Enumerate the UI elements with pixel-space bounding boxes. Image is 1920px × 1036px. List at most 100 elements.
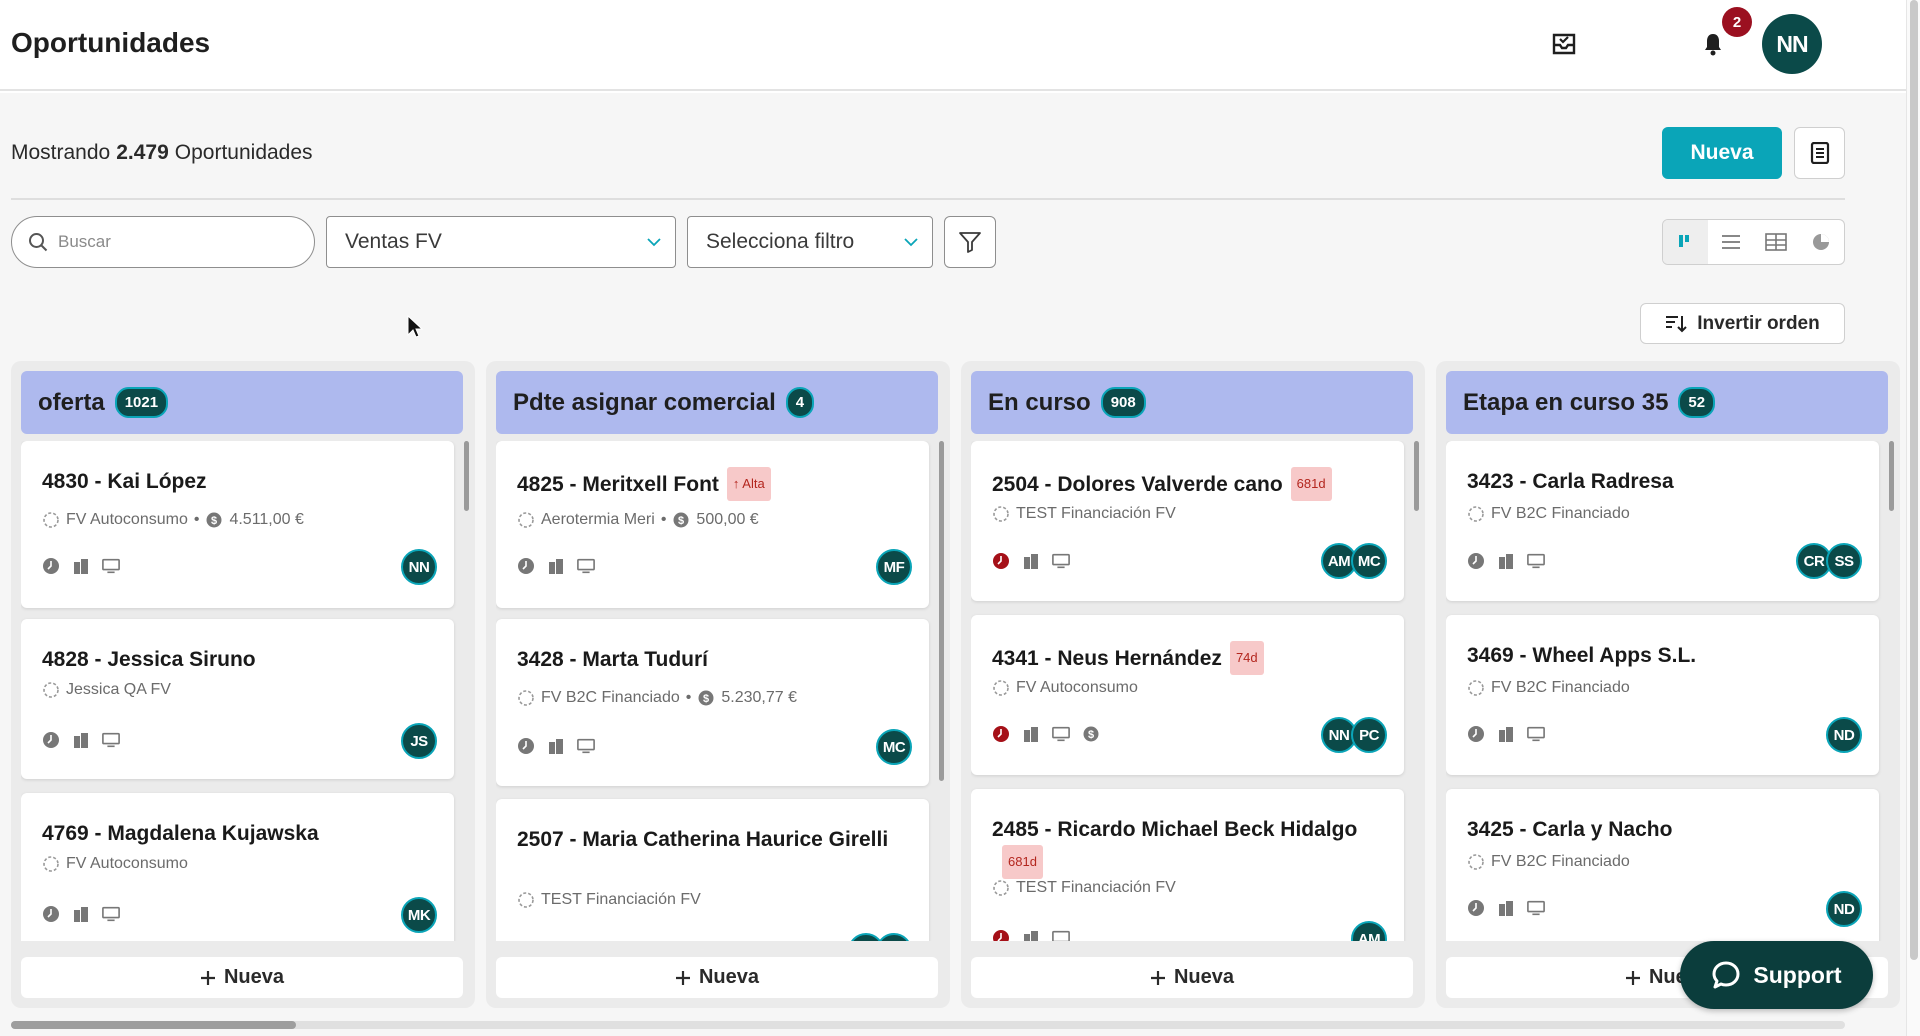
dashed-circle-icon: [518, 690, 534, 706]
clock-icon: [43, 732, 59, 748]
plus-icon: [200, 970, 215, 985]
invert-order-button[interactable]: Invertir orden: [1640, 303, 1845, 344]
column-scrollbar[interactable]: [1889, 441, 1894, 511]
column-etapa-en-curso-35: Etapa en curso 35 52 3423 - Carla Radres…: [1436, 361, 1900, 1008]
search-box[interactable]: [11, 216, 315, 268]
export-list-button[interactable]: [1794, 127, 1845, 179]
clock-icon: [518, 558, 534, 574]
opportunity-card[interactable]: 4769 - Magdalena Kujawska FV Autoconsumo…: [21, 793, 454, 941]
opportunity-card[interactable]: 3428 - Marta Tudurí FV B2C Financiado • …: [496, 619, 929, 786]
opportunity-card[interactable]: 3469 - Wheel Apps S.L. FV B2C Financiado…: [1446, 615, 1879, 775]
column-count-badge: 1021: [114, 387, 169, 418]
column-new-button[interactable]: Nueva: [971, 957, 1413, 998]
column-scrollbar[interactable]: [464, 441, 469, 511]
column-oferta: oferta 1021 4830 - Kai López FV Autocons…: [11, 361, 475, 1008]
assignee-avatar[interactable]: PC: [1351, 717, 1387, 753]
clock-icon: [1468, 900, 1484, 916]
assignee-avatar[interactable]: AM: [1351, 921, 1387, 941]
opportunity-card[interactable]: 3425 - Carla y Nacho FV B2C Financiado N…: [1446, 789, 1879, 941]
column-pdte-asignar-comercial: Pdte asignar comercial 4 4825 - Meritxel…: [486, 361, 950, 1008]
opportunity-card[interactable]: 4828 - Jessica Siruno Jessica QA FV JS: [21, 619, 454, 779]
column-scrollbar[interactable]: [939, 441, 944, 781]
card-title: 3428 - Marta Tudurí: [517, 648, 708, 671]
card-product: FV B2C Financiado: [1491, 505, 1630, 522]
age-tag: 681d: [1290, 467, 1332, 501]
clock-icon: [518, 738, 534, 754]
svg-text:$: $: [211, 515, 217, 527]
kanban-view-button[interactable]: [1663, 220, 1709, 264]
assignee-avatar[interactable]: MF: [876, 549, 912, 585]
assignee-avatar[interactable]: [876, 933, 912, 941]
filter-button[interactable]: [944, 216, 996, 268]
card-subtitle: FV Autoconsumo • $ 4.511,00 €: [42, 511, 304, 529]
assignee-avatar[interactable]: CR: [1796, 543, 1832, 579]
card-product: FV Autoconsumo: [66, 511, 188, 528]
opportunity-card[interactable]: 2485 - Ricardo Michael Beck Hidalgo 681d …: [971, 789, 1404, 941]
assignee-avatar[interactable]: NN: [401, 549, 437, 585]
building-icon: [1499, 901, 1513, 916]
monitor-icon: [102, 732, 120, 748]
coin-icon: $: [698, 690, 714, 706]
card-product: FV Autoconsumo: [1016, 679, 1138, 696]
pipeline-select[interactable]: Ventas FV: [326, 216, 676, 268]
inbox-icon[interactable]: [1550, 30, 1578, 58]
chart-view-button[interactable]: [1799, 220, 1844, 264]
support-button[interactable]: Support: [1680, 941, 1873, 1009]
list-view-button[interactable]: [1708, 220, 1753, 264]
card-product: FV Autoconsumo: [66, 855, 188, 872]
assignee-avatar[interactable]: ND: [1826, 717, 1862, 753]
assignee-avatar[interactable]: MC: [1351, 543, 1387, 579]
dashed-circle-icon: [43, 512, 59, 528]
column-title: Etapa en curso 35: [1463, 388, 1669, 416]
card-icons: [42, 731, 120, 749]
monitor-icon: [102, 906, 120, 922]
building-icon: [1024, 727, 1038, 742]
card-title: 3425 - Carla y Nacho: [1467, 818, 1673, 841]
column-header: Etapa en curso 35 52: [1446, 371, 1888, 434]
building-icon: [74, 907, 88, 922]
divider: [11, 198, 1845, 200]
card-subtitle: TEST Financiación FV: [992, 505, 1176, 523]
page-scrollbar[interactable]: [1906, 0, 1920, 1036]
pie-chart-icon: [1813, 234, 1830, 250]
table-view-button[interactable]: [1754, 220, 1799, 264]
view-toggle: [1662, 219, 1845, 265]
bell-icon[interactable]: [1699, 30, 1727, 58]
building-icon: [1024, 931, 1038, 941]
board-horizontal-scrollbar[interactable]: [11, 1021, 1845, 1029]
column-new-button[interactable]: Nueva: [496, 957, 938, 998]
scrollbar-thumb[interactable]: [11, 1021, 296, 1029]
assignee-avatar[interactable]: MC: [876, 729, 912, 765]
user-avatar[interactable]: NN: [1762, 14, 1822, 74]
card-title-text: 4825 - Meritxell Font: [517, 473, 719, 496]
opportunity-card[interactable]: 3423 - Carla Radresa FV B2C Financiado C…: [1446, 441, 1879, 601]
building-icon: [1499, 727, 1513, 742]
opportunity-card[interactable]: 4825 - Meritxell Font ↑ Alta Aerotermia M…: [496, 441, 929, 608]
filter-select[interactable]: Selecciona filtro: [687, 216, 933, 268]
opportunity-card[interactable]: 4830 - Kai López FV Autoconsumo • $ 4.51…: [21, 441, 454, 608]
assignee-avatar[interactable]: JS: [401, 723, 437, 759]
card-icons: [1467, 552, 1545, 570]
card-title: 3469 - Wheel Apps S.L.: [1467, 644, 1697, 667]
dashed-circle-icon: [43, 682, 59, 698]
assignee-avatar[interactable]: ND: [1826, 891, 1862, 927]
dashed-circle-icon: [1468, 854, 1484, 870]
assignee-avatar[interactable]: SS: [1826, 543, 1862, 579]
opportunity-card[interactable]: 2507 - Maria Catherina Haurice Girelli T…: [496, 799, 929, 941]
new-opportunity-button[interactable]: Nueva: [1662, 127, 1782, 179]
support-label: Support: [1753, 961, 1842, 988]
opportunity-card[interactable]: 4341 - Neus Hernández 74d FV Autoconsumo …: [971, 615, 1404, 775]
column-new-button[interactable]: Nueva: [21, 957, 463, 998]
separator-dot: •: [660, 511, 667, 528]
opportunity-card[interactable]: 2504 - Dolores Valverde cano 681d TEST Fi…: [971, 441, 1404, 601]
card-subtitle: Aerotermia Meri • $ 500,00 €: [517, 511, 759, 529]
assignee-avatar[interactable]: MK: [401, 897, 437, 933]
card-amount: 500,00 €: [696, 511, 759, 528]
search-input[interactable]: [58, 232, 298, 252]
column-header: En curso 908: [971, 371, 1413, 434]
card-title-text: 2485 - Ricardo Michael Beck Hidalgo: [992, 818, 1358, 841]
column-header: Pdte asignar comercial 4: [496, 371, 938, 434]
column-scrollbar[interactable]: [1414, 441, 1419, 511]
filter-select-value: Selecciona filtro: [706, 230, 855, 253]
